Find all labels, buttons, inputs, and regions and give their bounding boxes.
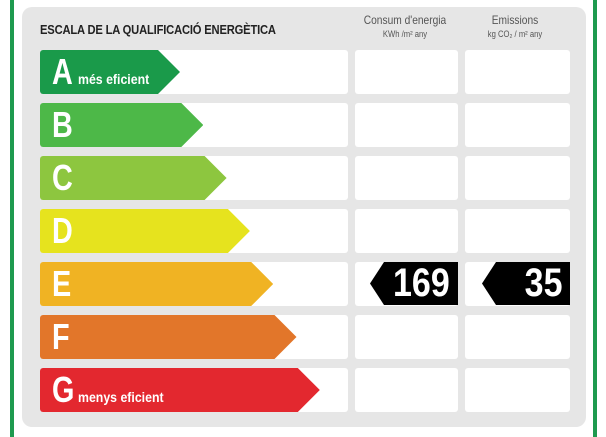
energy-cell [355,368,458,412]
energy-value-indicator: 169 [370,262,458,305]
emissions-value-indicator: 35 [482,262,570,305]
rating-arrow-f: F [40,315,297,359]
emissions-cell [465,103,570,147]
energy-cell [355,50,458,94]
energy-cell [355,103,458,147]
rating-letter: C [52,157,73,198]
rating-caption: més eficient [78,71,150,87]
emissions-column-header: Emissions kg CO₂ / m² any [464,13,566,41]
rating-arrow-d: D [40,209,250,253]
energy-cell [355,209,458,253]
emissions-header-label: Emissions [491,13,539,27]
rating-letter: B [52,104,73,145]
energy-cell [355,156,458,200]
rating-arrow-e: E [40,262,274,306]
left-border [10,0,14,437]
energy-header-unit: KWh /m² any [382,29,428,39]
rating-letter: A [52,51,73,92]
emissions-value: 35 [524,261,562,305]
emissions-cell [465,315,570,359]
label-title: ESCALA DE LA QUALIFICACIÓ ENERGÈTICA [40,22,276,37]
rating-arrow-c: C [40,156,227,200]
rating-arrow-b: B [40,103,204,147]
emissions-cell [465,50,570,94]
rating-letter: G [52,369,75,410]
rating-letter: D [52,210,73,251]
energy-header-label: Consum d'energia [363,13,447,27]
energy-column-header: Consum d'energia KWh /m² any [354,13,456,41]
rating-letter: E [52,263,72,304]
rating-caption: menys eficient [78,389,164,405]
emissions-cell [465,209,570,253]
emissions-cell [465,368,570,412]
rating-letter: F [52,316,70,357]
emissions-header-unit: kg CO₂ / m² any [487,29,543,39]
right-border [593,0,597,437]
energy-value: 169 [393,261,450,305]
energy-cell [355,315,458,359]
emissions-cell [465,156,570,200]
